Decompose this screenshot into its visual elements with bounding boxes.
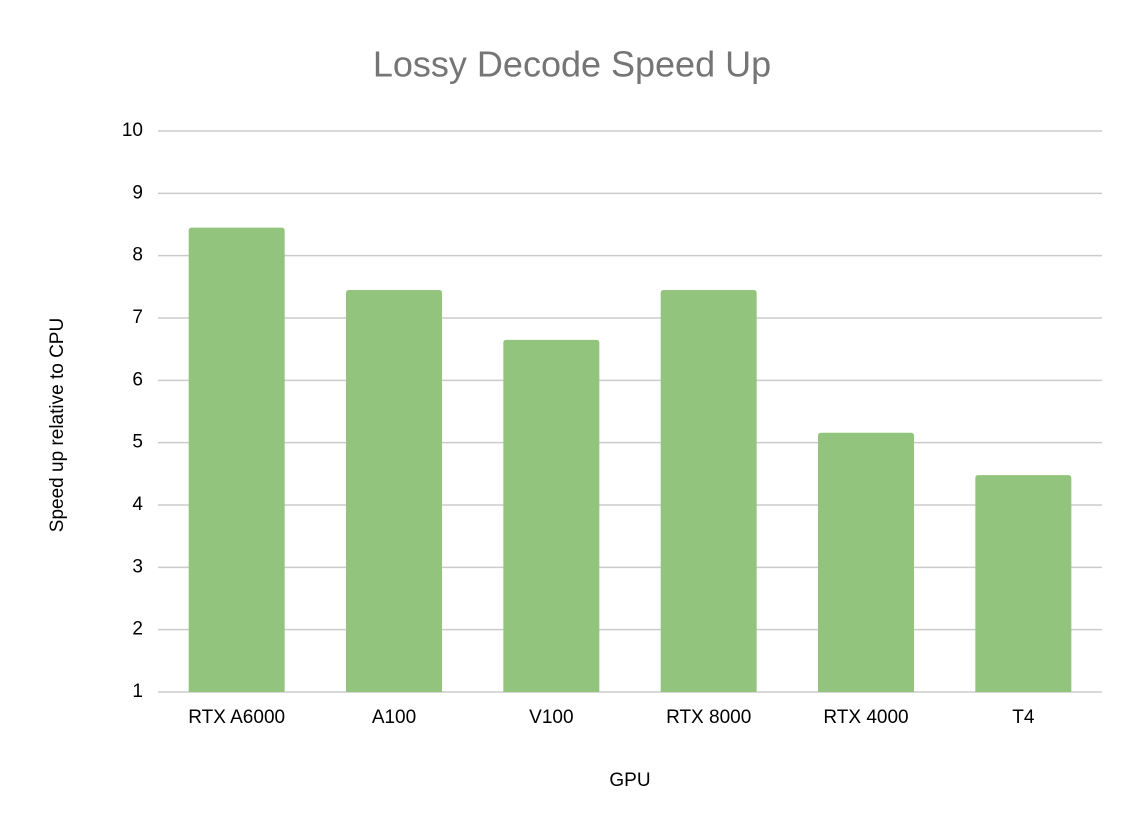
y-axis-label: Speed up relative to CPU xyxy=(47,318,68,532)
y-tick-label: 9 xyxy=(132,182,143,203)
bar xyxy=(503,339,600,692)
y-tick-label: 8 xyxy=(132,245,143,266)
bar xyxy=(975,475,1072,692)
bar xyxy=(660,289,757,692)
bar xyxy=(346,289,442,692)
x-tick-label: RTX 8000 xyxy=(666,707,751,728)
x-tick-label: A100 xyxy=(372,707,416,728)
x-tick-label: RTX A6000 xyxy=(188,707,285,728)
y-tick-label: 7 xyxy=(132,307,143,328)
chart-title: Lossy Decode Speed Up xyxy=(373,44,771,85)
x-tick-label: RTX 4000 xyxy=(823,707,908,728)
y-tick-label: 2 xyxy=(132,619,143,640)
x-tick-label: V100 xyxy=(529,707,573,728)
y-tick-label: 1 xyxy=(132,681,143,702)
x-axis-label: GPU xyxy=(609,770,650,791)
x-tick-label: T4 xyxy=(1012,707,1035,728)
y-tick-label: 4 xyxy=(132,494,143,515)
bar xyxy=(188,227,285,692)
y-tick-label: 6 xyxy=(132,369,143,390)
y-tick-label: 10 xyxy=(122,120,143,141)
y-tick-label: 3 xyxy=(132,556,143,577)
bar xyxy=(818,432,914,692)
y-tick-label: 5 xyxy=(132,432,143,453)
